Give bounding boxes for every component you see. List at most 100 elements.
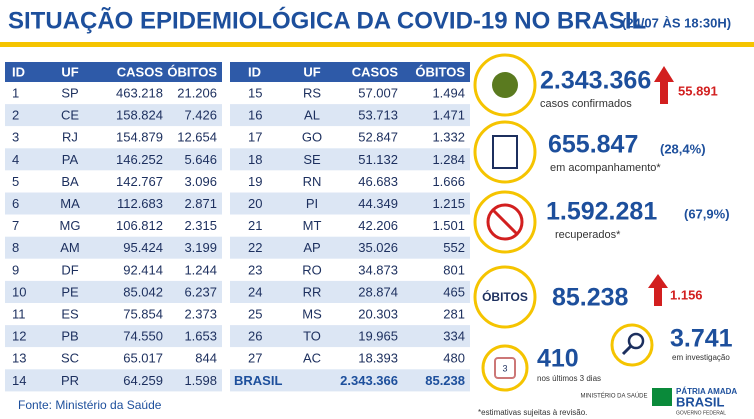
table-cell: 1.215	[432, 196, 465, 211]
table-cell: 1.244	[184, 262, 217, 277]
calendar-number: 3	[502, 363, 507, 373]
table-cell: MT	[303, 218, 322, 233]
table-row	[230, 148, 470, 171]
table-cell: AL	[304, 108, 320, 123]
table-cell: 5	[12, 174, 19, 189]
column-header: ÓBITOS	[415, 64, 465, 79]
table-cell: RO	[302, 262, 322, 277]
column-header: UF	[61, 64, 78, 79]
table-cell: 95.424	[123, 240, 163, 255]
investigation-label: em investigação	[672, 353, 730, 362]
table-row	[5, 82, 222, 105]
table-cell: 142.767	[116, 174, 163, 189]
deaths-new: 1.156	[670, 287, 703, 302]
table-cell: 7	[12, 218, 19, 233]
column-header: ID	[12, 64, 25, 79]
table-cell: 51.132	[358, 152, 398, 167]
table-cell: 1.501	[432, 218, 465, 233]
table-cell: 1.332	[432, 130, 465, 145]
table-cell: 154.879	[116, 130, 163, 145]
table-row	[230, 325, 470, 348]
table-cell: 1	[12, 85, 19, 100]
table-cell: 20.303	[358, 306, 398, 321]
table-cell: 46.683	[358, 174, 398, 189]
table-cell: AC	[303, 351, 321, 366]
table-cell: 334	[443, 329, 465, 344]
virus	[492, 72, 518, 98]
stat-cards: 2.343.366 casos confirmados 55.891 655.8…	[473, 53, 733, 392]
table-cell: SC	[61, 351, 79, 366]
table-row	[5, 148, 222, 171]
table-cell: 1.653	[184, 329, 217, 344]
table-cell: 106.812	[116, 218, 163, 233]
brand: BRASIL	[676, 394, 724, 409]
slogan: PÁTRIA AMADA	[676, 387, 737, 396]
deaths-value: 85.238	[552, 284, 629, 312]
column-header: ID	[248, 64, 261, 79]
table-cell: 27	[248, 351, 262, 366]
table-cell: 21	[248, 218, 262, 233]
table-cell: 11	[12, 306, 26, 321]
table-row	[230, 104, 470, 127]
table-cell: 74.550	[123, 329, 163, 344]
table-cell: 16	[248, 108, 262, 123]
table-cell: 12.654	[177, 130, 217, 145]
recovered-label: recuperados*	[555, 229, 621, 241]
table-row	[230, 303, 470, 326]
recent-label: nos últimos 3 dias	[537, 374, 601, 383]
up-arrow	[648, 274, 668, 306]
government: GOVERNO FEDERAL	[676, 410, 726, 416]
total-cell: 85.238	[425, 373, 465, 388]
table-row	[230, 82, 470, 105]
table-cell: PR	[61, 373, 79, 388]
table-cell: 10	[12, 284, 26, 299]
table-cell: SE	[303, 152, 321, 167]
table-cell: 15	[248, 85, 262, 100]
table-cell: SP	[61, 85, 78, 100]
table-cell: 1.598	[184, 373, 217, 388]
table-row	[5, 104, 222, 127]
table-cell: RR	[303, 284, 322, 299]
monitoring-value: 655.847	[548, 131, 638, 159]
table-header	[5, 62, 222, 82]
column-header: ÓBITOS	[167, 64, 217, 79]
table-cell: CE	[61, 108, 79, 123]
table-row	[230, 347, 470, 370]
table-row	[230, 170, 470, 193]
table-cell: 21.206	[177, 85, 217, 100]
no-sign	[486, 203, 524, 241]
table-cell: 7.426	[184, 108, 217, 123]
table-cell: 19	[248, 174, 262, 189]
table-cell: 2	[12, 108, 19, 123]
table-cell: 25	[248, 306, 262, 321]
recent-value: 410	[537, 345, 579, 373]
table-cell: 64.259	[123, 373, 163, 388]
confirmed-label: casos confirmados	[540, 98, 632, 110]
confirmed-new: 55.891	[678, 83, 718, 98]
table-cell: 57.007	[358, 85, 398, 100]
table-cell: 14	[12, 373, 26, 388]
table-cell: 801	[443, 262, 465, 277]
table-cell: 12	[12, 329, 26, 344]
table-cell: 85.042	[123, 284, 163, 299]
table-cell: 23	[248, 262, 262, 277]
flag-logo	[652, 388, 672, 406]
table-cell: 281	[443, 306, 465, 321]
table-cell: 18.393	[358, 351, 398, 366]
table-cell: 18	[248, 152, 262, 167]
table-cell: 9	[12, 262, 19, 277]
table-cell: 463.218	[116, 85, 163, 100]
table-cell: PI	[306, 196, 318, 211]
table-cell: 35.026	[358, 240, 398, 255]
table-cell: PB	[61, 329, 78, 344]
table-cell: MG	[60, 218, 81, 233]
table-cell: RS	[303, 85, 321, 100]
table-row	[5, 280, 222, 303]
table-cell: BA	[61, 174, 79, 189]
table-row	[230, 258, 470, 281]
table-cell: 34.873	[358, 262, 398, 277]
total-cell: BRASIL	[234, 373, 282, 388]
table-row	[5, 214, 222, 237]
